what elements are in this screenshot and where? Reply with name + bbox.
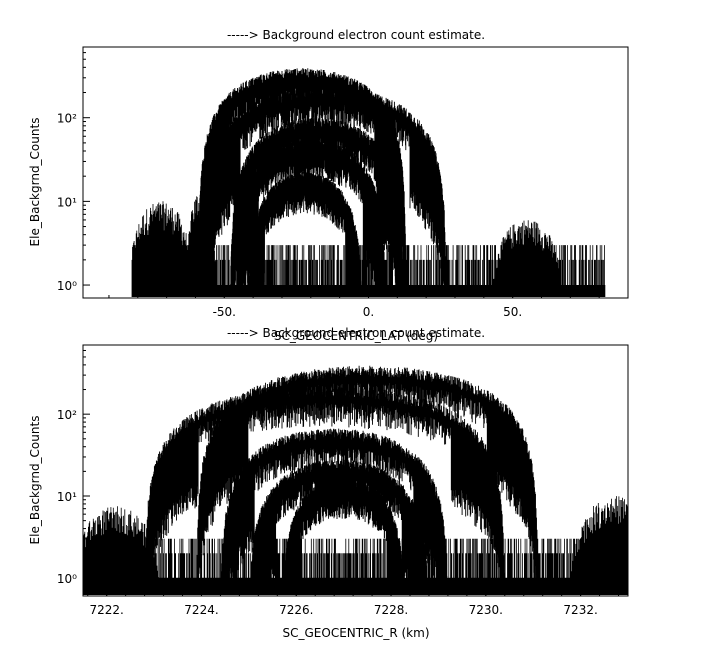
top-chart-series-2 [204,86,447,297]
bottom-chart-x-tick-label: 7230. [469,603,503,617]
bottom-chart-frame [82,344,629,597]
top-chart-data-layer [131,68,606,297]
top-chart-x-tick-label: 0. [363,305,374,319]
top-chart-y-tick-label: 10⁰ [57,279,77,293]
top-chart-x-tick-label: 50. [503,305,522,319]
bottom-chart-x-tick-label: 7222. [90,603,124,617]
bottom-chart-x-tick-label: 7224. [184,603,218,617]
bottom-chart-x-axis-label: SC_GEOCENTRIC_R (km) [283,626,430,640]
bottom-chart-x-tick-label: 7228. [374,603,408,617]
bottom-chart-series-4 [250,459,428,595]
bottom-chart-title: -----> Background electron count estimat… [227,326,485,340]
bottom-chart-y-tick-label: 10² [57,408,77,422]
top-chart-y-tick-label: 10¹ [57,195,77,209]
top-chart-ticks: -50. 0. 50. 10⁰ 10¹ 10² [57,46,629,319]
top-chart-x-tick-label: -50. [213,305,236,319]
top-chart-y-tick-label: 10² [57,112,77,126]
bottom-chart-data-layer [82,365,629,595]
bottom-chart-series-3 [220,428,448,595]
top-chart-frame [82,46,629,299]
top-chart-y-axis-label: Ele_Backgrnd_Counts [28,118,42,247]
bottom-chart-series-2 [144,385,505,595]
bottom-chart-series-5 [283,477,404,595]
bottom-chart-y-tick-label: 10¹ [57,490,77,504]
bottom-chart-x-tick-label: 7226. [279,603,313,617]
top-chart-series-5 [248,172,362,297]
top-chart-series-4 [236,139,386,297]
bottom-chart-y-axis-label: Ele_Backgrnd_Counts [28,416,42,545]
bottom-chart-x-tick-label: 7232. [563,603,597,617]
bottom-chart-panel: 7222. 7224. 7226. 7228. 7230. 7232.10⁰10¹10² … [28,326,629,640]
bottom-chart-series-1 [196,365,538,595]
bottom-chart-ticks: 7222. 7224. 7226. 7228. 7230. 7232. 10⁰ 10¹ 10² [57,344,620,617]
top-chart-title: -----> Background electron count estimat… [227,28,485,42]
bottom-chart-y-tick-label: 10⁰ [57,572,77,586]
top-chart-panel: -----> Background electron count estimat… [28,28,629,343]
top-chart-x-axis-label: SC_GEOCENTRIC_LAT (deg) [274,329,438,343]
